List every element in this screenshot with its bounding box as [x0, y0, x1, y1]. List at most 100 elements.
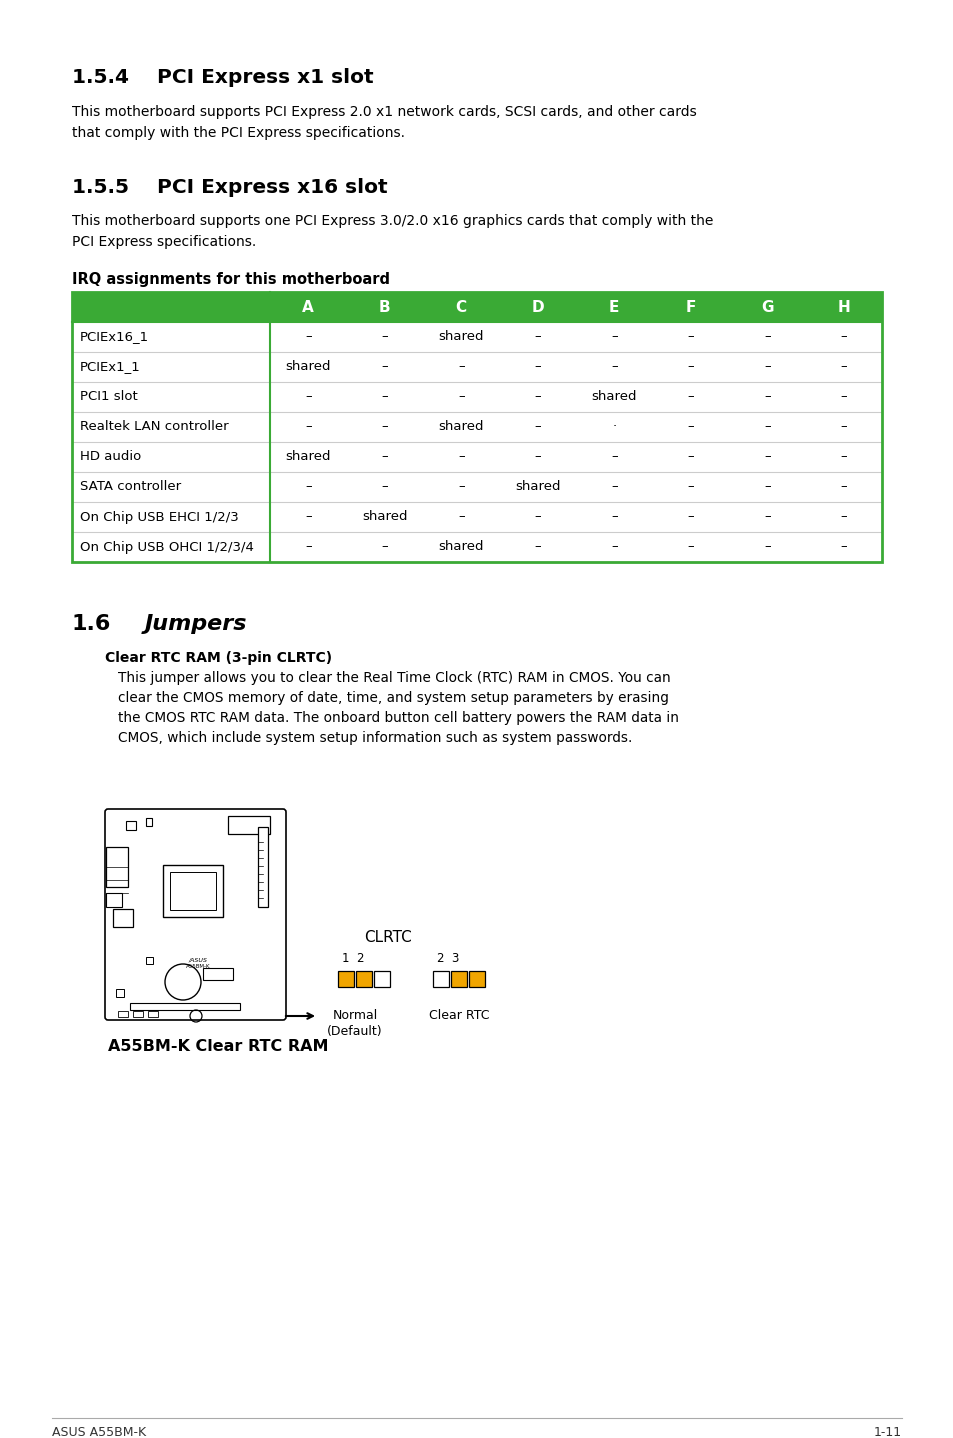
- Text: ·: ·: [612, 420, 616, 433]
- Text: ASUS A55BM-K: ASUS A55BM-K: [52, 1425, 146, 1438]
- Text: –: –: [305, 510, 312, 523]
- Text: –: –: [840, 391, 846, 404]
- Text: –: –: [305, 541, 312, 554]
- Text: shared: shared: [361, 510, 407, 523]
- Text: shared: shared: [438, 331, 483, 344]
- Text: 1.5.5    PCI Express x16 slot: 1.5.5 PCI Express x16 slot: [71, 178, 387, 197]
- Text: CLRTC: CLRTC: [364, 929, 412, 945]
- Text: –: –: [534, 450, 540, 463]
- Text: shared: shared: [438, 420, 483, 433]
- Bar: [257, 827, 268, 907]
- Text: PCI1 slot: PCI1 slot: [80, 391, 137, 404]
- Text: –: –: [610, 510, 617, 523]
- Text: –: –: [763, 450, 770, 463]
- Bar: [71, 413, 882, 441]
- Bar: [170, 871, 215, 910]
- Text: shared: shared: [285, 450, 331, 463]
- Text: –: –: [381, 480, 388, 493]
- Text: A55BM-K Clear RTC RAM: A55BM-K Clear RTC RAM: [108, 1040, 328, 1054]
- Text: –: –: [457, 480, 464, 493]
- Text: 1.6: 1.6: [71, 614, 112, 634]
- Bar: [146, 958, 152, 963]
- Bar: [71, 322, 882, 352]
- Bar: [106, 893, 122, 907]
- Text: A: A: [302, 299, 314, 315]
- Text: –: –: [457, 361, 464, 374]
- FancyBboxPatch shape: [105, 810, 286, 1020]
- Text: C: C: [456, 299, 466, 315]
- Text: –: –: [610, 480, 617, 493]
- Text: A55BM-K: A55BM-K: [186, 965, 210, 969]
- Bar: [126, 821, 136, 830]
- Text: –: –: [763, 391, 770, 404]
- Text: F: F: [685, 299, 695, 315]
- Bar: [71, 292, 882, 562]
- Bar: [71, 502, 882, 532]
- Text: –: –: [763, 510, 770, 523]
- Bar: [71, 441, 882, 472]
- Text: –: –: [534, 510, 540, 523]
- Bar: [374, 971, 390, 986]
- Text: –: –: [840, 450, 846, 463]
- Text: E: E: [608, 299, 618, 315]
- Text: –: –: [610, 331, 617, 344]
- Text: –: –: [687, 420, 694, 433]
- Text: –: –: [381, 420, 388, 433]
- Text: 2  3: 2 3: [436, 952, 459, 965]
- Bar: [71, 352, 882, 383]
- Bar: [148, 1011, 158, 1017]
- Text: –: –: [687, 480, 694, 493]
- Text: /ASUS: /ASUS: [189, 958, 208, 962]
- Text: –: –: [305, 331, 312, 344]
- Bar: [433, 971, 449, 986]
- Text: SATA controller: SATA controller: [80, 480, 181, 493]
- Text: Jumpers: Jumpers: [145, 614, 247, 634]
- Bar: [451, 971, 467, 986]
- Bar: [112, 909, 132, 928]
- Bar: [71, 383, 882, 413]
- Text: –: –: [763, 420, 770, 433]
- Text: –: –: [840, 480, 846, 493]
- Bar: [203, 968, 233, 981]
- Text: –: –: [687, 391, 694, 404]
- Bar: [132, 1011, 143, 1017]
- Bar: [116, 989, 124, 997]
- Text: On Chip USB OHCI 1/2/3/4: On Chip USB OHCI 1/2/3/4: [80, 541, 253, 554]
- Bar: [130, 1002, 240, 1009]
- Text: –: –: [763, 331, 770, 344]
- Text: Clear RTC: Clear RTC: [428, 1009, 489, 1022]
- Text: –: –: [687, 510, 694, 523]
- Text: –: –: [534, 541, 540, 554]
- Bar: [337, 971, 354, 986]
- Text: –: –: [381, 450, 388, 463]
- Text: –: –: [457, 391, 464, 404]
- Text: HD audio: HD audio: [80, 450, 141, 463]
- Text: –: –: [534, 391, 540, 404]
- Text: –: –: [840, 420, 846, 433]
- Text: shared: shared: [285, 361, 331, 374]
- Text: –: –: [840, 331, 846, 344]
- Text: –: –: [305, 480, 312, 493]
- Text: This motherboard supports one PCI Express 3.0/2.0 x16 graphics cards that comply: This motherboard supports one PCI Expres…: [71, 214, 713, 249]
- Text: –: –: [534, 420, 540, 433]
- Bar: [71, 532, 882, 562]
- Text: –: –: [687, 361, 694, 374]
- Text: –: –: [457, 510, 464, 523]
- Text: B: B: [378, 299, 390, 315]
- Text: D: D: [531, 299, 543, 315]
- Bar: [355, 971, 372, 986]
- Text: This motherboard supports PCI Express 2.0 x1 network cards, SCSI cards, and othe: This motherboard supports PCI Express 2.…: [71, 105, 696, 139]
- Text: G: G: [760, 299, 773, 315]
- Text: –: –: [610, 361, 617, 374]
- Text: –: –: [534, 361, 540, 374]
- Bar: [163, 866, 223, 917]
- Text: 1  2: 1 2: [341, 952, 364, 965]
- Bar: [118, 1011, 128, 1017]
- Text: IRQ assignments for this motherboard: IRQ assignments for this motherboard: [71, 272, 390, 288]
- Bar: [71, 292, 882, 322]
- Text: –: –: [381, 541, 388, 554]
- Text: –: –: [763, 480, 770, 493]
- Text: shared: shared: [515, 480, 560, 493]
- Text: –: –: [305, 420, 312, 433]
- Text: Clear RTC RAM (3-pin CLRTC): Clear RTC RAM (3-pin CLRTC): [105, 651, 332, 664]
